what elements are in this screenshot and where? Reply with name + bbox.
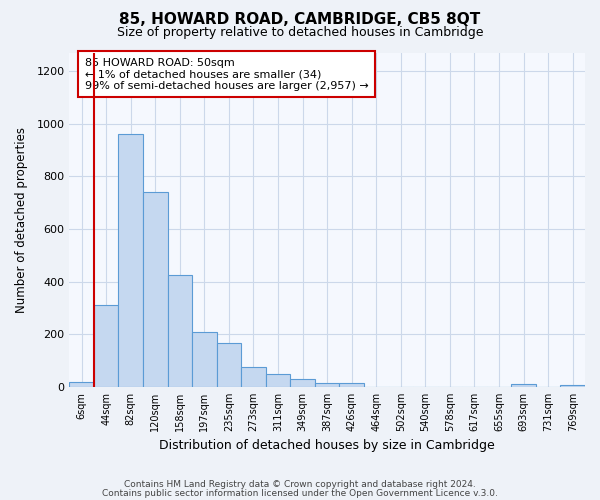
Bar — [94, 306, 118, 387]
Bar — [70, 382, 94, 387]
Y-axis label: Number of detached properties: Number of detached properties — [15, 126, 28, 312]
Bar — [118, 134, 143, 387]
Text: 85 HOWARD ROAD: 50sqm
← 1% of detached houses are smaller (34)
99% of semi-detac: 85 HOWARD ROAD: 50sqm ← 1% of detached h… — [85, 58, 368, 90]
Text: Contains HM Land Registry data © Crown copyright and database right 2024.: Contains HM Land Registry data © Crown c… — [124, 480, 476, 489]
Bar — [560, 385, 585, 387]
Text: Contains public sector information licensed under the Open Government Licence v.: Contains public sector information licen… — [102, 489, 498, 498]
Bar — [241, 367, 266, 387]
Text: 85, HOWARD ROAD, CAMBRIDGE, CB5 8QT: 85, HOWARD ROAD, CAMBRIDGE, CB5 8QT — [119, 12, 481, 28]
Bar — [167, 275, 192, 387]
Bar — [315, 383, 340, 387]
Bar — [340, 383, 364, 387]
Bar — [143, 192, 167, 387]
Bar — [511, 384, 536, 387]
X-axis label: Distribution of detached houses by size in Cambridge: Distribution of detached houses by size … — [159, 440, 495, 452]
Bar — [192, 332, 217, 387]
Bar — [266, 374, 290, 387]
Bar — [290, 379, 315, 387]
Bar — [217, 344, 241, 387]
Text: Size of property relative to detached houses in Cambridge: Size of property relative to detached ho… — [117, 26, 483, 39]
